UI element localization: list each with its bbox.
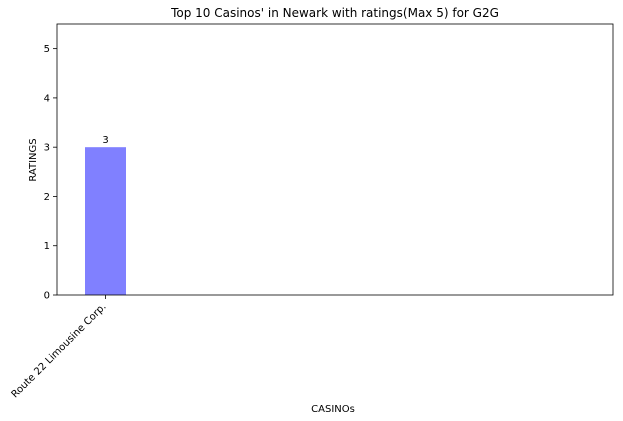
- bar: [85, 147, 126, 295]
- y-tick-label: 0: [44, 291, 50, 302]
- y-tick-label: 4: [44, 93, 50, 104]
- chart-title: Top 10 Casinos' in Newark with ratings(M…: [170, 6, 499, 20]
- x-axis-label: CASINOs: [311, 404, 355, 415]
- y-tick-label: 1: [44, 241, 50, 252]
- y-axis-label: RATINGS: [28, 138, 39, 181]
- y-tick-label: 3: [44, 143, 50, 154]
- y-tick-label: 5: [44, 44, 50, 55]
- y-tick-label: 2: [44, 192, 50, 203]
- bars: 3: [85, 135, 126, 295]
- plot-frame: [56, 23, 614, 296]
- y-axis-ticks: 0 1 2 3 4 5: [44, 44, 57, 302]
- bar-data-label: 3: [102, 135, 108, 146]
- x-tick-label: Route 22 Limousine Corp.: [10, 301, 109, 400]
- x-axis-ticks: Route 22 Limousine Corp.: [10, 295, 109, 400]
- plot-area: [57, 24, 613, 295]
